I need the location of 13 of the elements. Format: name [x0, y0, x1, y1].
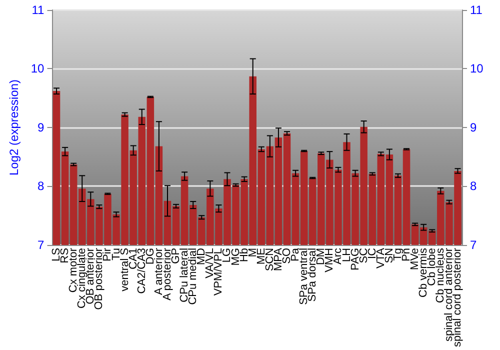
y-tick-label: 9: [38, 120, 45, 134]
y-tick-label: 7: [38, 238, 45, 252]
y2-tick-label: 8: [470, 179, 477, 194]
x-tick-label: A posterior: [161, 248, 174, 301]
y2-tick-label: 7: [470, 238, 477, 252]
y2-tick-label: 9: [470, 120, 477, 134]
y2-tick-label: 10: [470, 62, 484, 76]
y2-tick-label: 11: [470, 3, 483, 17]
x-tick-label: Tg: [392, 248, 404, 261]
y-tick-label: 10: [30, 62, 45, 76]
y-tick-label: 8: [38, 179, 45, 194]
y-axis-title: Log2 (expression): [7, 79, 21, 176]
y-tick-label: 11: [32, 3, 45, 17]
